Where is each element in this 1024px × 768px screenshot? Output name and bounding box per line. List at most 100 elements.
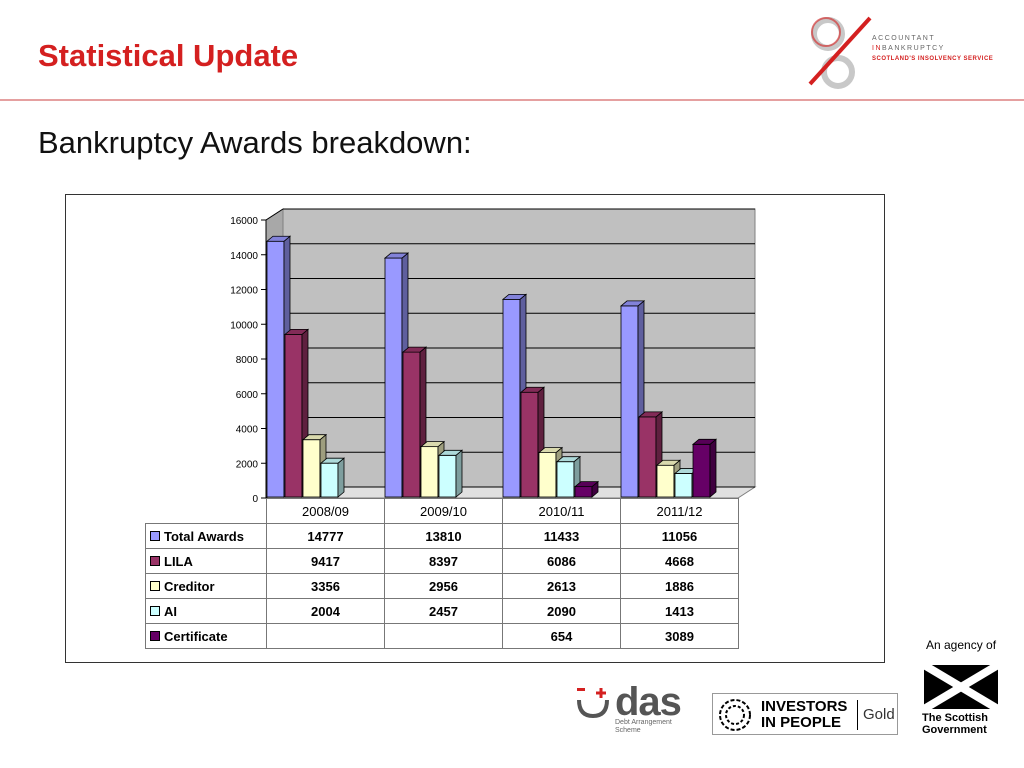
iip-level: Gold: [863, 706, 895, 723]
bar: [692, 443, 711, 498]
legend-swatch-icon: [150, 580, 160, 591]
y-tick-label: 14000: [230, 251, 258, 262]
investors-in-people-logo: INVESTORS IN PEOPLE Gold: [712, 693, 898, 735]
table-cell: 2457: [384, 598, 503, 624]
table-cell: 6086: [502, 548, 621, 574]
table-row: Certificate 654 3089: [145, 623, 739, 649]
table-column-header: 2008/09: [266, 498, 385, 524]
aib-logo-bankruptcy: BANKRUPTCY: [882, 45, 945, 52]
y-tick-label: 8000: [236, 355, 259, 366]
table-cell: 9417: [266, 548, 385, 574]
table-cell: 2090: [502, 598, 621, 624]
bar-top: [419, 441, 446, 448]
agency-label: An agency of: [926, 638, 997, 652]
bar: [302, 439, 321, 498]
scottish-government-logo-text: The Scottish Government: [922, 712, 988, 736]
das-sub2: Scheme: [615, 727, 641, 734]
bar: [320, 462, 339, 498]
bar-top: [437, 449, 464, 456]
y-tick-label: 2000: [236, 459, 259, 470]
slide-title: Statistical Update: [38, 38, 299, 73]
bar: [402, 351, 421, 498]
bar-top: [383, 252, 410, 259]
bar-top: [555, 456, 582, 463]
bar-top: [519, 386, 546, 393]
table-row: Creditor 3356 2956 2613 1886: [145, 573, 739, 599]
das-sub1: Debt Arrangement: [615, 719, 672, 726]
bar: [674, 473, 693, 498]
gridline-side: [265, 208, 284, 221]
bar: [502, 298, 521, 498]
aib-logo-line3: SCOTLAND'S INSOLVENCY SERVICE: [872, 56, 994, 62]
bar-top: [637, 411, 664, 418]
y-tick-label: 16000: [230, 216, 258, 227]
table-column-header: 2010/11: [502, 498, 621, 524]
table-cell: 654: [502, 623, 621, 649]
bar-side: [709, 438, 717, 498]
table-cell: 13810: [384, 523, 503, 549]
bar-side: [455, 449, 463, 498]
legend-swatch-icon: [150, 530, 160, 541]
title-divider: [0, 99, 1024, 101]
bar: [574, 486, 593, 498]
bar: [384, 257, 403, 498]
bar-top: [573, 481, 600, 488]
aib-logo-line2: INBANKRUPTCY: [872, 45, 945, 52]
table-header-row: 2008/09 2009/10 2010/11 2011/12: [146, 498, 739, 524]
bar-top: [619, 300, 646, 307]
gov-line1: The Scottish: [922, 712, 989, 724]
das-logo-icon: [577, 688, 609, 719]
bar-top: [319, 457, 346, 464]
table-cell: 3089: [620, 623, 739, 649]
table-row: AI 2004 2457 2090 1413: [145, 598, 739, 624]
series-name: LILA: [164, 553, 193, 569]
bar-top: [691, 438, 718, 445]
bar: [620, 305, 639, 498]
bar-top: [265, 235, 292, 242]
chart-data-table: 2008/09 2009/10 2010/11 2011/12 Total Aw…: [145, 498, 739, 649]
series-name: AI: [164, 603, 177, 619]
bar: [438, 454, 457, 498]
series-name: Certificate: [164, 628, 228, 644]
bar-side: [337, 457, 345, 498]
table-row-label: LILA: [145, 548, 267, 574]
iip-line2: IN PEOPLE: [761, 714, 842, 731]
aib-logo-in: IN: [872, 45, 882, 52]
series-name: Creditor: [164, 578, 215, 594]
table-corner: [146, 499, 267, 524]
iip-line1: INVESTORS: [761, 698, 848, 715]
table-row-label: AI: [145, 598, 267, 624]
table-cell: [266, 623, 385, 649]
slide-subtitle: Bankruptcy Awards breakdown:: [38, 125, 472, 160]
table-cell: 2613: [502, 573, 621, 599]
iip-text: INVESTORS IN PEOPLE: [761, 699, 847, 731]
legend-swatch-icon: [150, 555, 160, 566]
bar-top: [401, 346, 428, 353]
table-row-label: Creditor: [145, 573, 267, 599]
das-logo-text: das: [615, 680, 682, 724]
bar: [420, 446, 439, 498]
y-tick-label: 10000: [230, 320, 258, 331]
gov-line2: Government: [922, 724, 987, 736]
table-column-header: 2009/10: [384, 498, 503, 524]
table-row-label: Total Awards: [145, 523, 267, 549]
table-cell: [384, 623, 503, 649]
table-cell: 4668: [620, 548, 739, 574]
series-name: Total Awards: [164, 528, 244, 544]
table-cell: 3356: [266, 573, 385, 599]
table-cell: 1886: [620, 573, 739, 599]
table-cell: 11433: [502, 523, 621, 549]
aib-logo-icon: [808, 16, 872, 89]
y-tick-label: 12000: [230, 286, 258, 297]
bar: [538, 452, 557, 498]
bar-top: [537, 447, 564, 453]
das-logo-subtitle: Debt Arrangement Scheme: [615, 719, 672, 735]
table-cell: 11056: [620, 523, 739, 549]
bar: [556, 461, 575, 498]
bar-top: [501, 293, 528, 300]
legend-swatch-icon: [150, 605, 160, 616]
bar-top: [655, 459, 682, 466]
y-tick-label: 4000: [236, 425, 259, 436]
saltire-flag-icon: [924, 665, 998, 709]
bar-top: [283, 328, 310, 335]
